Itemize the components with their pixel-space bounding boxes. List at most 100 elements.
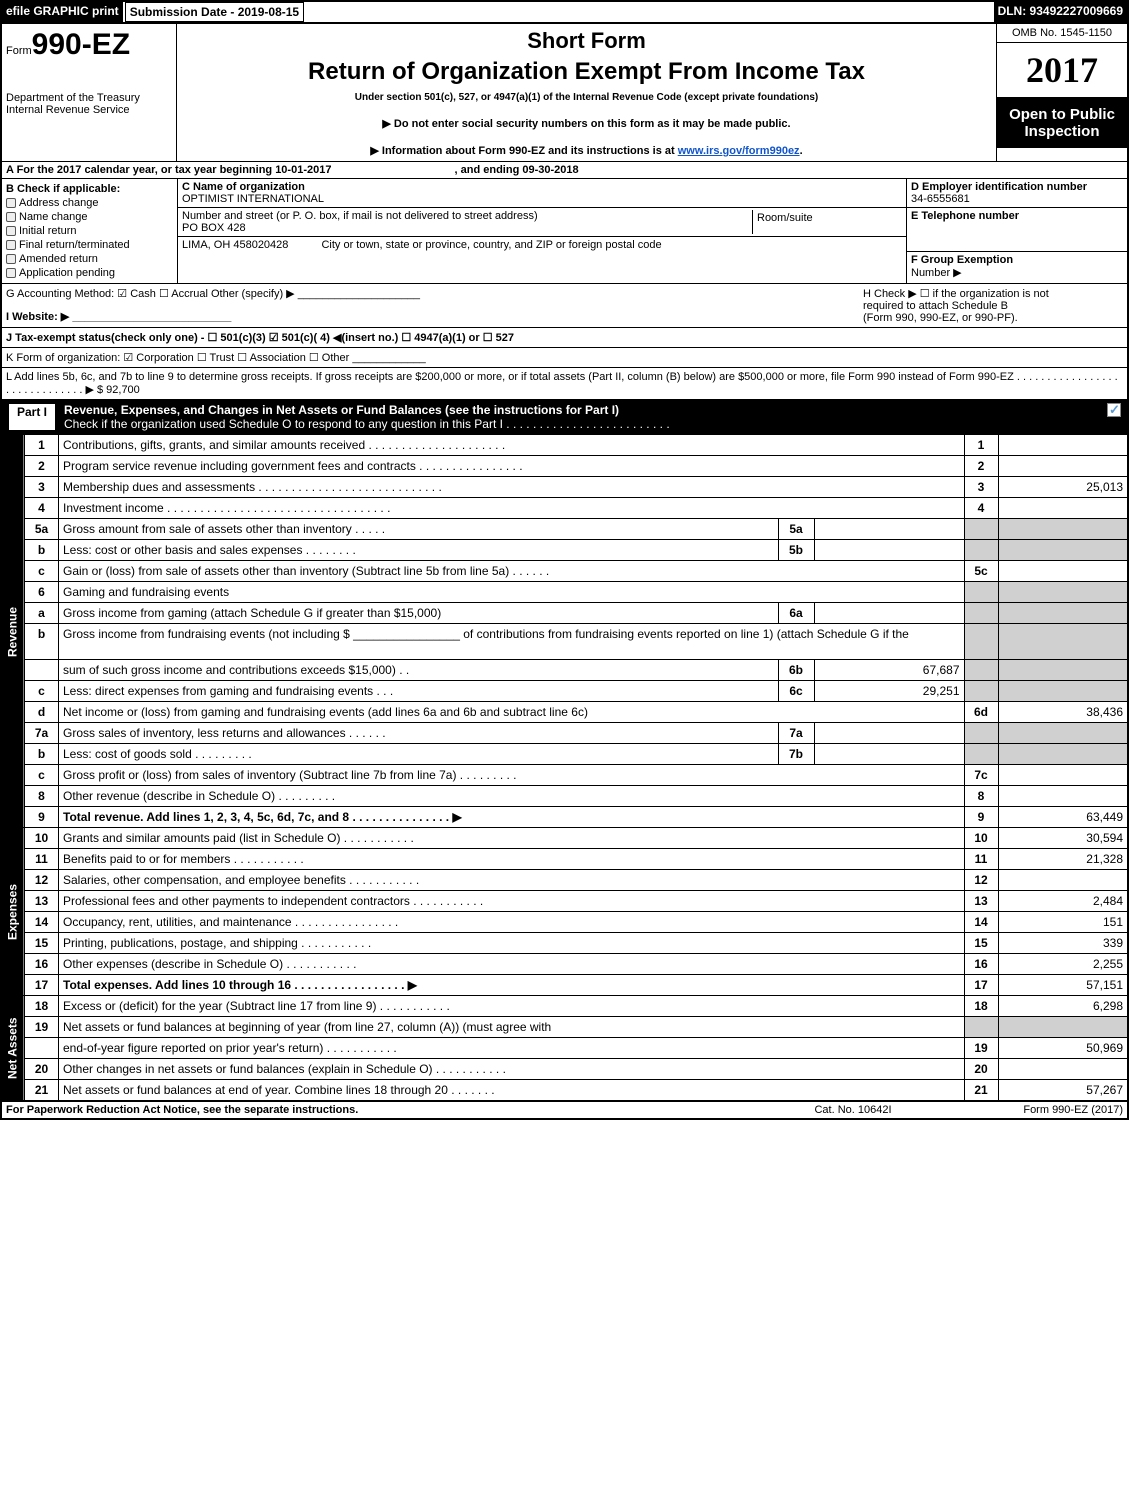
line-row: 12Salaries, other compensation, and empl… xyxy=(1,870,1128,891)
line-number: b xyxy=(25,540,59,561)
h-block: H Check ▶ ☐ if the organization is not r… xyxy=(863,287,1123,324)
schedule-o-checkbox[interactable] xyxy=(1107,403,1121,417)
chk-amended-return[interactable]: Amended return xyxy=(6,253,173,265)
right-num xyxy=(964,624,998,660)
chk-address-change[interactable]: Address change xyxy=(6,197,173,209)
info-post: . xyxy=(800,145,803,157)
line-desc: end-of-year figure reported on prior yea… xyxy=(59,1038,965,1059)
line-number: 18 xyxy=(25,996,59,1017)
d-label: D Employer identification number xyxy=(911,181,1087,193)
line-number: 17 xyxy=(25,975,59,996)
right-line-number: 11 xyxy=(964,849,998,870)
mini-line-value xyxy=(814,744,964,765)
open-inspection: Open to Public Inspection xyxy=(997,98,1127,148)
mini-line-number: 6c xyxy=(778,681,814,702)
right-line-number: 18 xyxy=(964,996,998,1017)
right-line-value: 151 xyxy=(998,912,1128,933)
form-header-block: Form990-EZ Department of the Treasury In… xyxy=(0,24,1129,162)
org-name: OPTIMIST INTERNATIONAL xyxy=(182,193,902,205)
form-footer-id: Form 990-EZ (2017) xyxy=(943,1104,1123,1116)
line-row: 21Net assets or fund balances at end of … xyxy=(1,1080,1128,1101)
line-desc: Benefits paid to or for members . . . . … xyxy=(59,849,965,870)
line-number: 15 xyxy=(25,933,59,954)
efile-label: efile GRAPHIC print xyxy=(2,2,123,22)
mini-line-value xyxy=(814,723,964,744)
mini-line-number: 7a xyxy=(778,723,814,744)
right-line-number: 21 xyxy=(964,1080,998,1101)
right-val-shade xyxy=(998,540,1128,561)
line-number: 7a xyxy=(25,723,59,744)
irs-link[interactable]: www.irs.gov/form990ez xyxy=(678,145,800,157)
right-line-value: 30,594 xyxy=(998,828,1128,849)
right-num-shade xyxy=(964,723,998,744)
right-num-shade xyxy=(964,540,998,561)
line-number: 14 xyxy=(25,912,59,933)
part-i-table: Revenue1Contributions, gifts, grants, an… xyxy=(0,434,1129,1101)
line-desc: Net assets or fund balances at beginning… xyxy=(59,1017,965,1038)
right-val-shade xyxy=(998,519,1128,540)
line-desc: Gross amount from sale of assets other t… xyxy=(59,519,779,540)
checkbox-icon xyxy=(6,226,16,236)
right-line-value: 2,255 xyxy=(998,954,1128,975)
omb-number: OMB No. 1545-1150 xyxy=(997,24,1127,43)
line-row: Expenses10Grants and similar amounts pai… xyxy=(1,828,1128,849)
right-line-value: 57,267 xyxy=(998,1080,1128,1101)
line-desc: Other changes in net assets or fund bala… xyxy=(59,1059,965,1080)
line-row: 9Total revenue. Add lines 1, 2, 3, 4, 5c… xyxy=(1,807,1128,828)
right-num-shade xyxy=(964,660,998,681)
line-desc: Less: direct expenses from gaming and fu… xyxy=(59,681,779,702)
chk-final-return[interactable]: Final return/terminated xyxy=(6,239,173,251)
chk-initial-return[interactable]: Initial return xyxy=(6,225,173,237)
line-number: b xyxy=(25,624,59,660)
mini-line-value xyxy=(814,603,964,624)
line-number: 1 xyxy=(25,435,59,456)
line-number: 9 xyxy=(25,807,59,828)
line-desc: Grants and similar amounts paid (list in… xyxy=(59,828,965,849)
right-line-value: 6,298 xyxy=(998,996,1128,1017)
chk-application-pending[interactable]: Application pending xyxy=(6,267,173,279)
form-number: 990-EZ xyxy=(32,28,130,61)
right-line-number: 1 xyxy=(964,435,998,456)
line-a: A For the 2017 calendar year, or tax yea… xyxy=(0,162,1129,179)
right-line-value: 21,328 xyxy=(998,849,1128,870)
ein-block: D Employer identification number 34-6555… xyxy=(907,179,1127,283)
dln-label: DLN: 93492227009669 xyxy=(994,2,1127,22)
right-line-value: 38,436 xyxy=(998,702,1128,723)
g-accounting: G Accounting Method: ☑ Cash ☐ Accrual Ot… xyxy=(6,287,863,300)
line-row: cGross profit or (loss) from sales of in… xyxy=(1,765,1128,786)
c-label: C Name of organization xyxy=(182,181,305,193)
d-val: 34-6555681 xyxy=(911,193,1123,205)
right-num-shade xyxy=(964,519,998,540)
right-line-number: 5c xyxy=(964,561,998,582)
h-line3: (Form 990, 990-EZ, or 990-PF). xyxy=(863,312,1123,324)
line-row: end-of-year figure reported on prior yea… xyxy=(1,1038,1128,1059)
line-number: 13 xyxy=(25,891,59,912)
line-j: J Tax-exempt status(check only one) - ☐ … xyxy=(0,328,1129,348)
chk-name-change[interactable]: Name change xyxy=(6,211,173,223)
line-number: a xyxy=(25,603,59,624)
line-row: bLess: cost of goods sold . . . . . . . … xyxy=(1,744,1128,765)
line-row: 13Professional fees and other payments t… xyxy=(1,891,1128,912)
line-row: bLess: cost or other basis and sales exp… xyxy=(1,540,1128,561)
line-number: 21 xyxy=(25,1080,59,1101)
right-line-value xyxy=(998,561,1128,582)
right-line-number: 17 xyxy=(964,975,998,996)
line-desc: Membership dues and assessments . . . . … xyxy=(59,477,965,498)
city-val: LIMA, OH 458020428 xyxy=(182,239,288,251)
line-desc: Gross sales of inventory, less returns a… xyxy=(59,723,779,744)
line-desc: Gross income from gaming (attach Schedul… xyxy=(59,603,779,624)
org-name-row: C Name of organization OPTIMIST INTERNAT… xyxy=(178,179,906,208)
line-row: 14Occupancy, rent, utilities, and mainte… xyxy=(1,912,1128,933)
line-number: 20 xyxy=(25,1059,59,1080)
part-i-label: Part I xyxy=(8,403,56,431)
line-desc: Gross profit or (loss) from sales of inv… xyxy=(59,765,965,786)
address-row: Number and street (or P. O. box, if mail… xyxy=(178,208,906,237)
checkbox-icon xyxy=(6,240,16,250)
right-line-value xyxy=(998,498,1128,519)
form-title-block: Short Form Return of Organization Exempt… xyxy=(177,24,997,161)
line-row: 8Other revenue (describe in Schedule O) … xyxy=(1,786,1128,807)
form-meta-block: OMB No. 1545-1150 2017 Open to Public In… xyxy=(997,24,1127,161)
line-desc: Other revenue (describe in Schedule O) .… xyxy=(59,786,965,807)
mini-line-value xyxy=(814,519,964,540)
line-desc: Contributions, gifts, grants, and simila… xyxy=(59,435,965,456)
